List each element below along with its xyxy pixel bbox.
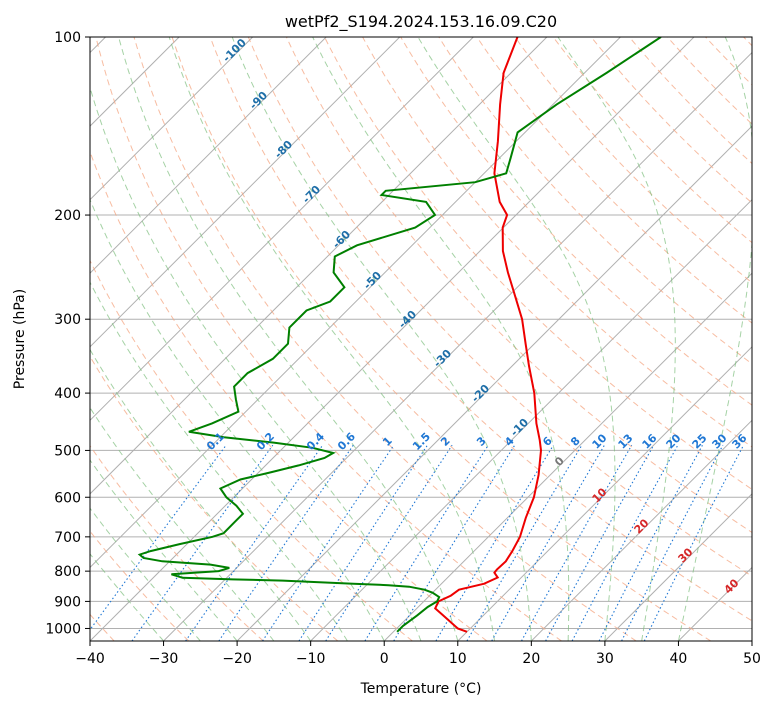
moist-adiabat-line (168, 37, 496, 641)
dry-adiabat-line (209, 37, 752, 622)
mixing-ratio-line (90, 444, 227, 631)
isotherm-line (530, 419, 752, 641)
isotherm-line (236, 125, 752, 641)
moist-adiabat-line (90, 553, 164, 641)
mixing-ratio-line (545, 444, 655, 641)
isotherm-line (90, 37, 621, 569)
dry-adiabat-line (95, 37, 562, 641)
mixing-ratio-line (643, 444, 744, 641)
x-tick-label: 40 (670, 651, 688, 667)
x-tick-label: 50 (743, 651, 761, 667)
mixing-ratio-line (491, 444, 605, 641)
dry-adiabat-line (400, 37, 752, 406)
y-tick-label: 800 (54, 564, 81, 580)
x-tick-label: −20 (222, 651, 252, 667)
isotherm-line (90, 37, 254, 201)
y-axis-label: Pressure (hPa) (12, 289, 28, 389)
dry-adiabat-line (324, 37, 752, 490)
x-tick-label: −10 (296, 651, 326, 667)
y-tick-label: 300 (54, 312, 81, 328)
x-tick-label: 0 (380, 651, 389, 667)
dry-adiabat-line (514, 37, 752, 284)
y-tick-label: 1000 (45, 621, 81, 637)
dry-adiabat-line (171, 37, 712, 641)
dry-adiabat-line (90, 259, 413, 641)
y-tick-label: 600 (54, 490, 81, 506)
x-tick-label: 30 (596, 651, 614, 667)
dry-adiabat-line (590, 37, 752, 204)
dry-adiabat-line (628, 37, 752, 165)
isotherm-line (90, 37, 327, 274)
mixing-ratio-line (364, 444, 489, 641)
y-tick-label: 100 (54, 30, 81, 46)
isotherm-line (90, 37, 474, 422)
isotherm-line (163, 51, 752, 641)
mixing-ratio-line (521, 444, 633, 641)
chart-title: wetPf2_S194.2024.153.16.09.C20 (285, 12, 557, 32)
dry-adiabat-line (285, 37, 752, 534)
y-tick-label: 900 (54, 594, 81, 610)
isotherm-line (604, 493, 752, 641)
moist-adiabat-line (90, 348, 312, 641)
plot-frame (89, 36, 753, 642)
y-tick-label: 700 (54, 530, 81, 546)
background-lines (90, 37, 752, 641)
mixing-ratio-line (621, 444, 724, 641)
dry-adiabat-line (90, 444, 264, 641)
x-axis-label: Temperature (°C) (360, 681, 482, 697)
moist-adiabat-line (557, 37, 676, 641)
moist-adiabat-line (90, 507, 201, 641)
dry-adiabat-line (133, 37, 637, 641)
mixing-ratio-line (325, 444, 453, 641)
isotherm-line (90, 37, 548, 495)
dewpoint-profile-line (137, 37, 662, 633)
isotherm-line (90, 37, 401, 348)
axes: −40 −30 −20 −10 0 10 20 30 40 50 100 200 300 400 500 60… (45, 30, 761, 667)
y-tick-label: 400 (54, 386, 81, 402)
y-tick-label: 500 (54, 443, 81, 459)
x-tick-label: 10 (449, 651, 467, 667)
x-tick-label: −30 (149, 651, 179, 667)
mixing-ratio-line (466, 444, 583, 641)
moist-adiabat-line (417, 37, 616, 641)
dry-adiabat-line (362, 37, 752, 448)
moist-adiabat-line (231, 37, 532, 641)
moist-adiabat-line (90, 198, 385, 641)
isotherm-line (457, 346, 752, 641)
temperature-profile-line (433, 37, 543, 633)
x-tick-label: −40 (75, 651, 105, 667)
x-tick-label: 20 (522, 651, 540, 667)
dry-adiabat-line (476, 37, 752, 324)
moist-adiabat-line (677, 37, 752, 641)
isotherm-line (90, 37, 695, 641)
mixing-ratio-line (298, 444, 428, 641)
moist-adiabat-line (90, 459, 238, 641)
mixing-ratio-line (262, 444, 395, 641)
mixing-ratio-line (598, 444, 703, 641)
moist-adiabat-line (90, 85, 422, 641)
mixing-ratio-line (571, 444, 679, 641)
y-tick-label: 200 (54, 208, 81, 224)
dry-adiabat-line (247, 37, 752, 577)
isotherm-line (383, 272, 752, 641)
moist-adiabat-line (90, 281, 348, 641)
sounding-series (137, 37, 662, 633)
moist-adiabat-line (90, 406, 275, 641)
